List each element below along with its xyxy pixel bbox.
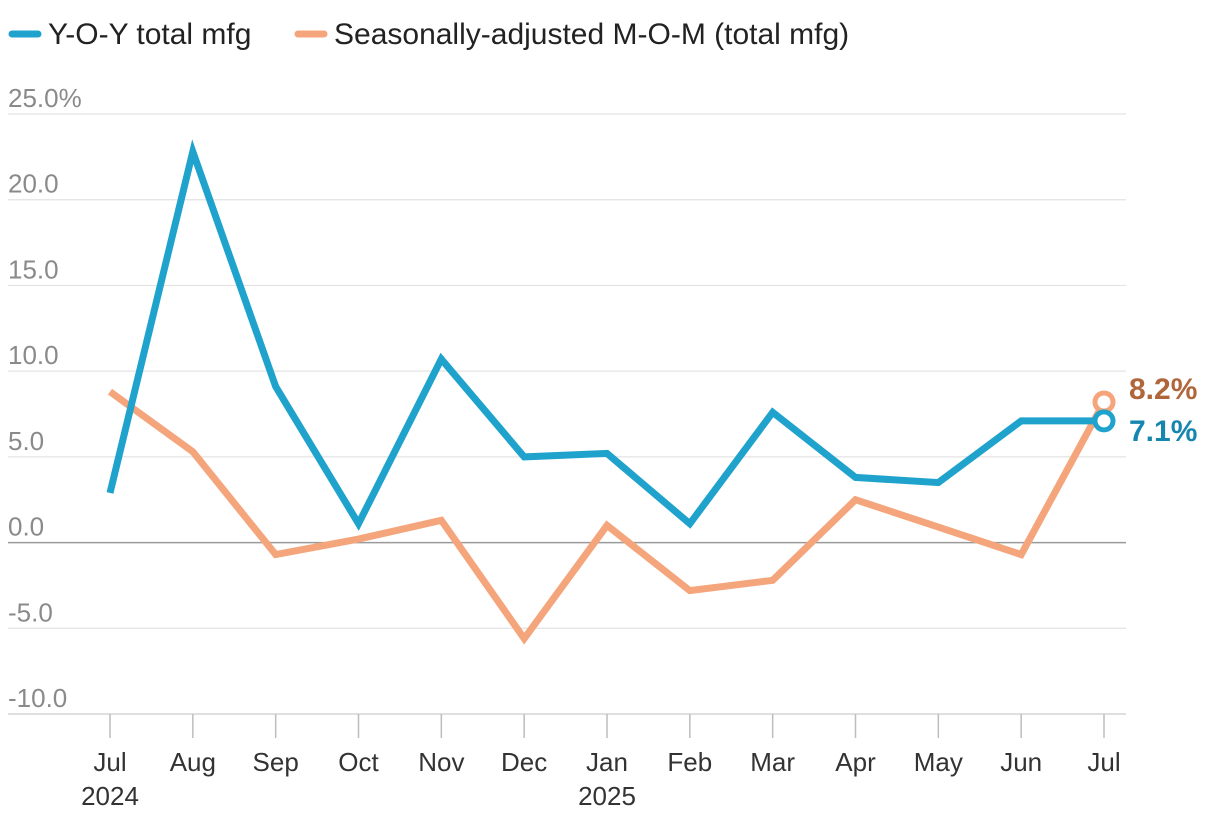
y-tick-label-20-0: 20.0 [8,169,59,199]
y-tick-label-15-0: 15.0 [8,254,59,284]
y-tick-label-10-0: 10.0 [8,340,59,370]
chart-legend: Y-O-Y total mfg Seasonally-adjusted M-O-… [8,18,849,51]
data-point-seasonally-adjusted-m-o-m-total-mfg-8 [770,577,776,583]
x-tick-label-jul-12: Jul [1087,747,1120,777]
series-line-y-o-y-total-mfg [106,139,1104,531]
end-markers: 7.1% 8.2% [1092,373,1197,448]
y-tick-label-25-0: 25.0% [8,83,82,113]
data-point-seasonally-adjusted-m-o-m-total-mfg-9 [853,497,859,503]
legend-item-yoy: Y-O-Y total mfg [8,18,251,51]
x-tick-label-oct-3: Oct [338,747,379,777]
x-tick-label-jul-0: Jul [93,747,126,777]
x-year-label-2025: 2025 [578,781,636,811]
data-point-seasonally-adjusted-m-o-m-total-mfg-7 [687,588,693,594]
data-point-seasonally-adjusted-m-o-m-total-mfg-10 [935,524,941,530]
x-tick-label-may-10: May [914,747,963,777]
series-lines [106,139,1108,645]
y-tick-label-5-0: 5.0 [8,426,44,456]
data-point-y-o-y-total-mfg-7 [687,521,693,527]
y-axis-ticks: 25.0% 20.0 15.0 10.0 5.0 0.0 -5.0 -10.0 [8,83,82,713]
data-point-y-o-y-total-mfg-2 [273,384,279,390]
data-point-seasonally-adjusted-m-o-m-total-mfg-1 [190,449,196,455]
data-point-seasonally-adjusted-m-o-m-total-mfg-6 [604,522,610,528]
legend-label-mom: Seasonally-adjusted M-O-M (total mfg) [334,18,849,51]
data-point-y-o-y-total-mfg-8 [770,409,776,415]
data-point-y-o-y-total-mfg-3 [356,521,362,527]
x-tick-label-sep-2: Sep [253,747,299,777]
series-line-seasonally-adjusted-m-o-m-total-mfg [107,388,1108,645]
data-point-y-o-y-total-mfg-1 [190,149,196,155]
data-point-y-o-y-total-mfg-5 [521,454,527,460]
x-tick-label-aug-1: Aug [170,747,216,777]
grid-lines [8,113,1126,715]
x-tick-label-mar-8: Mar [750,747,795,777]
x-tick-label-nov-4: Nov [418,747,464,777]
y-tick-label-5-0: -5.0 [8,597,53,627]
data-point-seasonally-adjusted-m-o-m-total-mfg-2 [273,552,279,558]
data-point-y-o-y-total-mfg-10 [935,480,941,486]
data-point-y-o-y-total-mfg-9 [853,474,859,480]
x-axis: Jul Aug Sep Oct Nov Dec Jan Feb Mar Apr May Jun Jul 2… [8,713,1126,811]
x-year-label-2024: 2024 [81,781,139,811]
y-tick-label-10-0: -10.0 [8,683,67,713]
data-point-seasonally-adjusted-m-o-m-total-mfg-3 [356,536,362,542]
x-tick-label-jan-6: Jan [586,747,628,777]
y-tick-label-0-0: 0.0 [8,512,44,542]
data-point-y-o-y-total-mfg-6 [604,450,610,456]
end-marker-seasonally-adjusted-m-o-m-total-mfg [1092,390,1116,414]
x-tick-label-dec-5: Dec [501,747,547,777]
x-tick-label-feb-7: Feb [667,747,712,777]
data-point-seasonally-adjusted-m-o-m-total-mfg-11 [1018,552,1024,558]
data-point-y-o-y-total-mfg-4 [438,356,444,362]
legend-item-mom: Seasonally-adjusted M-O-M (total mfg) [294,18,849,51]
x-tick-label-apr-9: Apr [835,747,876,777]
data-point-y-o-y-total-mfg-11 [1018,418,1024,424]
data-point-seasonally-adjusted-m-o-m-total-mfg-5 [521,636,527,642]
x-tick-label-jun-11: Jun [1000,747,1042,777]
data-point-seasonally-adjusted-m-o-m-total-mfg-0 [107,389,113,395]
end-label-seasonally-adjusted-m-o-m-total-mfg: 8.2% [1129,373,1197,406]
legend-label-yoy: Y-O-Y total mfg [48,18,251,51]
end-label-y-o-y-total-mfg: 7.1% [1129,415,1197,448]
data-point-y-o-y-total-mfg-0 [107,490,113,496]
data-point-seasonally-adjusted-m-o-m-total-mfg-4 [438,517,444,523]
end-marker-y-o-y-total-mfg [1092,409,1116,433]
